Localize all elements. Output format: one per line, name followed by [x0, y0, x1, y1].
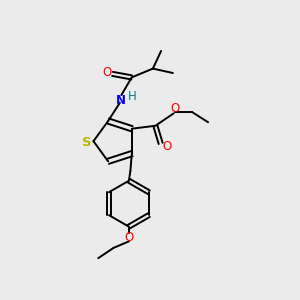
Text: S: S	[82, 136, 92, 149]
Text: O: O	[124, 231, 134, 244]
Text: N: N	[116, 94, 126, 107]
Text: O: O	[170, 102, 180, 115]
Text: H: H	[128, 90, 137, 104]
Text: O: O	[163, 140, 172, 153]
Text: O: O	[103, 66, 112, 79]
